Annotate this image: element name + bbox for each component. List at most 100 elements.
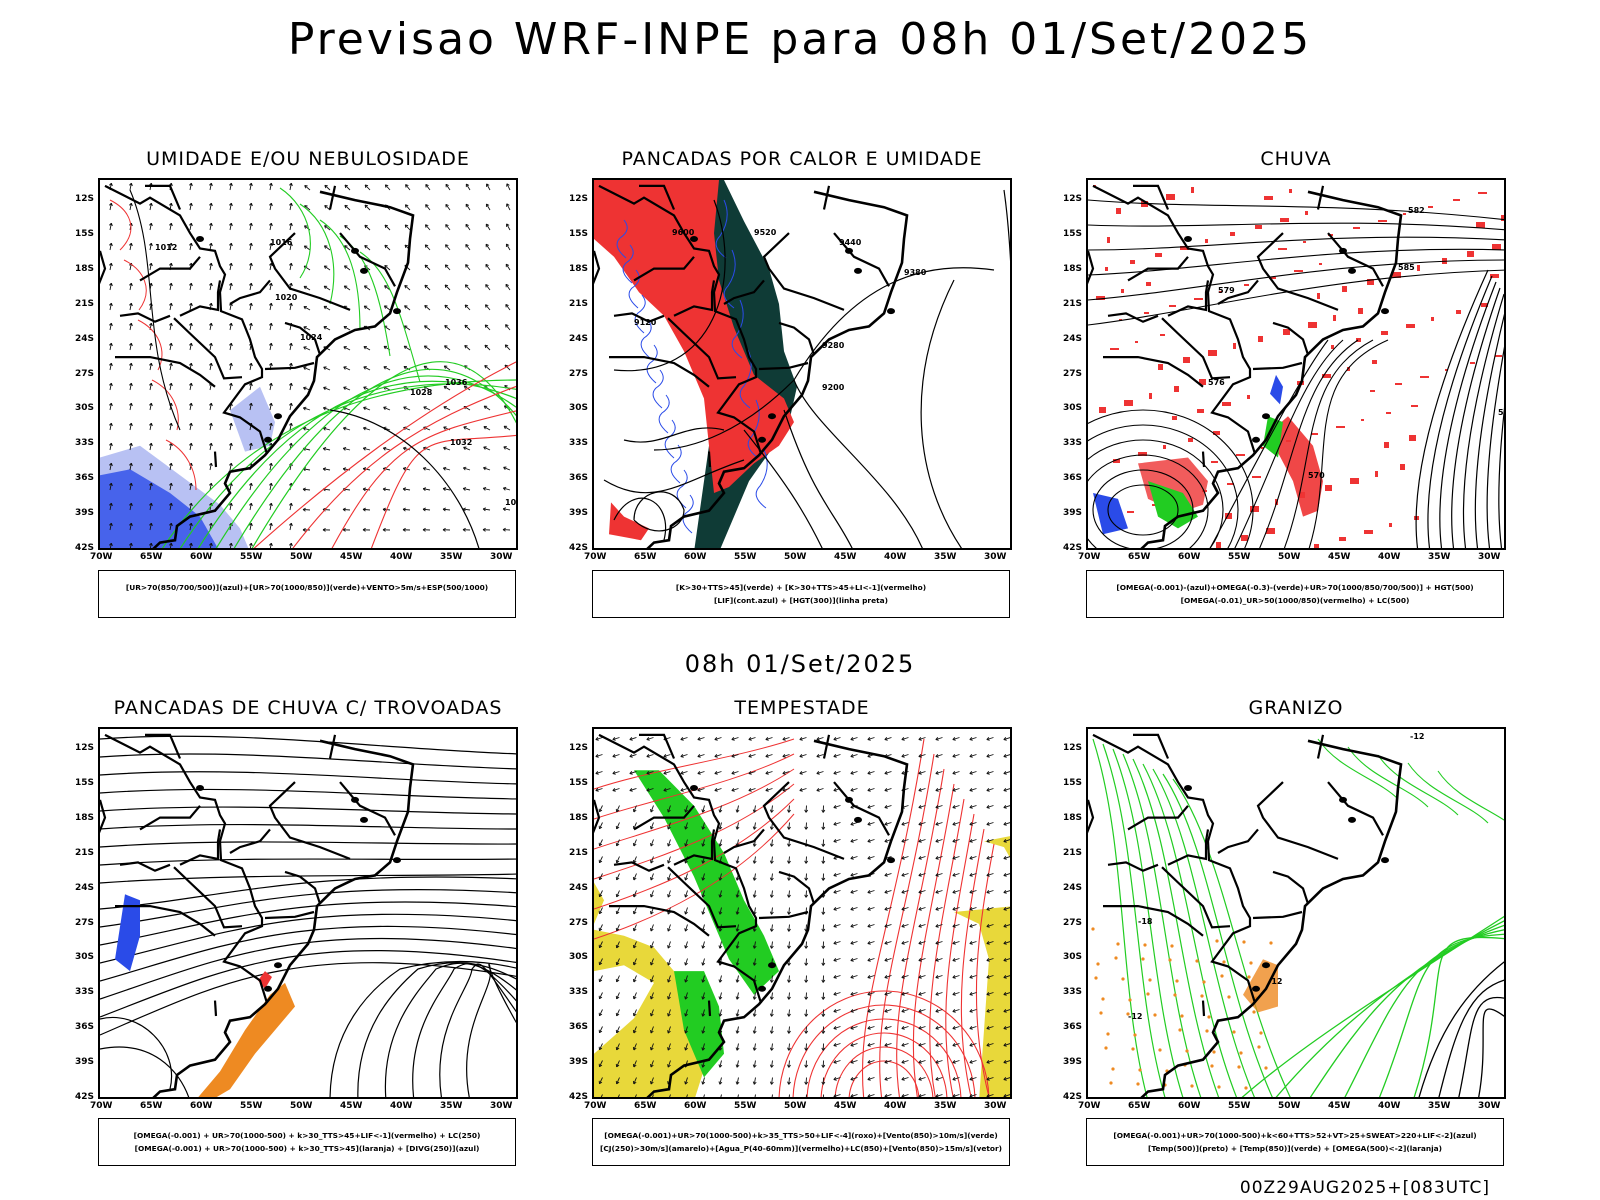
rain-omega-red bbox=[1191, 187, 1194, 193]
rain-omega-red bbox=[1236, 454, 1245, 456]
hgt300-isoline bbox=[793, 379, 923, 548]
lat-tick-label: 27S bbox=[1062, 368, 1082, 379]
humidity-shade bbox=[230, 386, 275, 452]
contour-label: -12 bbox=[1410, 732, 1424, 741]
omega500-orange bbox=[1252, 1010, 1256, 1014]
thickness-line bbox=[137, 319, 163, 371]
streamline-lc250 bbox=[100, 858, 516, 866]
lon-tick-label: 50W bbox=[1278, 1101, 1301, 1111]
lon-tick-label: 50W bbox=[290, 552, 313, 562]
omega500-orange bbox=[1190, 1084, 1194, 1088]
coastline bbox=[1140, 739, 1403, 1097]
coastline bbox=[1140, 190, 1403, 548]
rain-omega-red bbox=[1113, 459, 1120, 463]
rain-omega-red bbox=[1183, 357, 1190, 363]
rain-omega-red bbox=[1453, 199, 1460, 201]
rain-omega-red bbox=[1417, 265, 1420, 271]
hgt500-isoline bbox=[1092, 469, 1194, 548]
lon-tick-label: 55W bbox=[1228, 1101, 1251, 1111]
state-border bbox=[667, 866, 737, 929]
omega500-orange bbox=[1249, 961, 1253, 965]
rain-omega-red bbox=[1219, 291, 1222, 293]
lon-tick-label: 30W bbox=[490, 552, 513, 562]
state-border bbox=[1217, 279, 1259, 305]
lake bbox=[360, 267, 368, 274]
streamline bbox=[1209, 339, 1329, 548]
state-border bbox=[1217, 828, 1259, 854]
omega500-orange bbox=[1126, 1012, 1130, 1016]
omega500-orange bbox=[1175, 979, 1179, 983]
rain-omega-red bbox=[1308, 322, 1317, 328]
state-border bbox=[1252, 910, 1303, 920]
lat-tick-label: 12S bbox=[74, 743, 94, 753]
lake bbox=[264, 985, 272, 992]
state-border bbox=[822, 734, 831, 759]
jet-stream-yellow bbox=[954, 906, 1010, 1097]
lif-contour bbox=[755, 449, 768, 509]
lat-tick-label: 18S bbox=[74, 812, 94, 823]
streamline bbox=[1088, 269, 1504, 326]
west-coast bbox=[100, 250, 107, 285]
rain-omega-red bbox=[1255, 225, 1262, 229]
lake bbox=[1184, 236, 1192, 243]
lat-tick-label: 15S bbox=[1062, 777, 1082, 788]
rain-omega-red bbox=[1205, 239, 1208, 243]
state-border bbox=[1316, 185, 1325, 210]
streamline-lc250 bbox=[100, 788, 516, 800]
lake bbox=[854, 267, 862, 274]
lat-tick-label: 15S bbox=[1062, 228, 1082, 239]
hgt500-isoline bbox=[1088, 409, 1254, 548]
state-border bbox=[1161, 317, 1231, 380]
rain-omega-red bbox=[1266, 528, 1275, 534]
legend-line: [LIF](cont.azul) + [HGT(300)](linha pret… bbox=[714, 596, 888, 605]
rain-omega-red bbox=[1116, 208, 1121, 214]
lat-tick-label: 39S bbox=[74, 1057, 94, 1068]
omega500-orange bbox=[1138, 1068, 1142, 1072]
omega500-orange bbox=[1111, 1067, 1115, 1071]
lon-tick-label: 65W bbox=[140, 552, 163, 562]
state-border bbox=[1133, 733, 1170, 759]
streamline-lc250 bbox=[100, 888, 516, 928]
omega500-orange bbox=[1091, 927, 1095, 931]
hgt500-isoline bbox=[1498, 406, 1504, 548]
lif-contour bbox=[646, 344, 658, 384]
streamline-lc250 bbox=[100, 841, 516, 848]
state-border bbox=[1107, 861, 1159, 872]
lat-tick-label: 18S bbox=[568, 812, 588, 823]
lake bbox=[274, 962, 282, 969]
panel-title: TEMPESTADE bbox=[734, 697, 870, 719]
rain-omega-red bbox=[1225, 513, 1232, 519]
hgt300-isoline bbox=[603, 459, 745, 494]
lat-tick-label: 24S bbox=[74, 882, 94, 893]
lon-tick-label: 40W bbox=[1378, 1101, 1401, 1111]
state-border bbox=[1252, 361, 1303, 371]
lon-tick-label: 45W bbox=[340, 552, 363, 562]
rain-omega-red bbox=[1160, 334, 1165, 336]
lon-tick-label: 70W bbox=[1078, 1101, 1101, 1111]
hgt300-isoline bbox=[613, 497, 667, 541]
panel-legend: [OMEGA(-0.001) + UR>70(1000-500) + k>30_… bbox=[98, 1118, 516, 1166]
lake bbox=[393, 857, 401, 864]
omega500-orange bbox=[1104, 1046, 1108, 1050]
rain-omega-red bbox=[1389, 523, 1392, 527]
contour-label: 564 bbox=[1498, 408, 1506, 417]
humidity-contour bbox=[319, 219, 361, 331]
lon-tick-label: 70W bbox=[90, 1101, 113, 1111]
lat-tick-label: 30S bbox=[1062, 403, 1082, 414]
streamline-lc250 bbox=[466, 963, 516, 1097]
streamline-lc250 bbox=[100, 771, 516, 785]
rain-area-green bbox=[1263, 416, 1283, 458]
lon-tick-label: 45W bbox=[1328, 552, 1351, 562]
lake bbox=[1252, 985, 1260, 992]
valid-time-title: 08h 01/Set/2025 bbox=[684, 650, 916, 678]
state-border bbox=[179, 829, 222, 866]
omega500-orange bbox=[1099, 1011, 1103, 1015]
lat-tick-label: 24S bbox=[568, 882, 588, 893]
contour-label: 570 bbox=[1308, 471, 1325, 480]
contour-label: 9440 bbox=[839, 238, 862, 247]
lat-tick-label: 33S bbox=[1062, 438, 1082, 449]
lc850-red bbox=[594, 783, 795, 880]
temp850-green bbox=[1122, 753, 1202, 1097]
coastline bbox=[152, 190, 415, 548]
state-border bbox=[723, 828, 765, 854]
